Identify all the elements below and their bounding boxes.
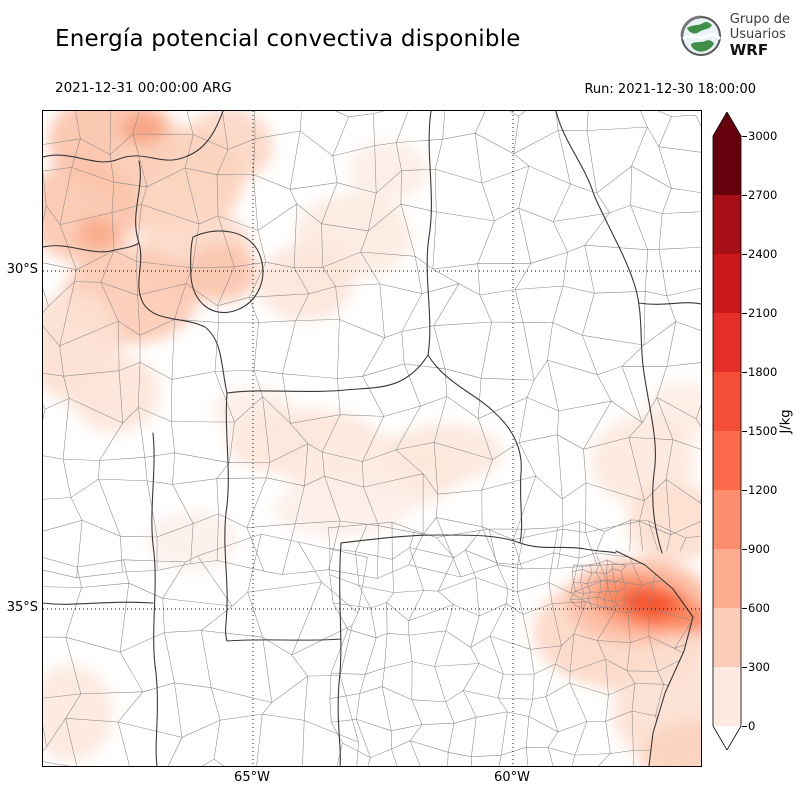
colorbar-outline: [712, 112, 742, 750]
colorbar-bands: [713, 136, 741, 727]
page-title: Energía potencial convectiva disponible: [55, 26, 521, 52]
gridlines: [43, 111, 701, 766]
colorbar-unit-label: J/kg: [778, 409, 794, 434]
globe-icon: [680, 15, 721, 56]
colorbar-tick-label: 2100: [741, 306, 778, 320]
x-axis-tick-65w: 65°W: [234, 770, 270, 785]
colorbar-tick-label: 1500: [741, 424, 778, 438]
colorbar-tick-label: 1800: [741, 365, 778, 379]
logo-wrf-label: WRF: [729, 41, 769, 59]
logo-line-1: Grupo de: [729, 12, 790, 27]
colorbar-tick-label: 2400: [741, 247, 778, 261]
x-axis-tick-60w: 60°W: [494, 770, 530, 785]
colorbar-over-arrow: [713, 112, 741, 136]
model-run-label: Run: 2021-12-30 18:00:00: [584, 82, 756, 97]
logo-text: Grupo de Usuarios WRF: [730, 12, 790, 59]
wrf-users-group-logo: Grupo de Usuarios WRF: [679, 12, 790, 59]
colorbar-tick-label: 900: [742, 542, 770, 556]
colorbar-under-arrow: [713, 726, 741, 750]
colorbar: [712, 112, 742, 750]
department-boundaries-layer: [43, 111, 701, 766]
colorbar-tick-label: 600: [742, 601, 770, 615]
colorbar-tick-label: 300: [742, 660, 770, 674]
province-boundaries: [42, 110, 702, 767]
map-canvas: [25, 93, 750, 797]
y-axis-tick-30s: 30°S: [6, 262, 38, 277]
colorbar-tick-label: 3000: [741, 129, 778, 143]
colorbar-tick-labels: 3000 2700 2400 2100 1800 1500 1200 900 600 300 0: [741, 112, 792, 750]
y-axis-tick-35s: 35°S: [6, 600, 38, 615]
logo-line-2: Usuarios: [729, 27, 786, 42]
colorbar-tick-label: 2700: [741, 188, 778, 202]
valid-time-label: 2021-12-31 00:00:00 ARG: [55, 80, 232, 96]
colorbar-tick-label: 0: [741, 719, 756, 733]
colorbar-tick-label: 1200: [741, 483, 778, 497]
cape-map: [25, 93, 750, 797]
cape-shading-layer: [25, 93, 750, 797]
